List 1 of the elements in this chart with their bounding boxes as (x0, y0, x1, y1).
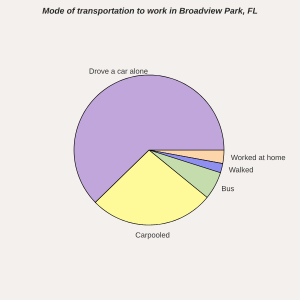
chart-title: Mode of transportation to work in Broadview Park, FL (42, 8, 258, 16)
